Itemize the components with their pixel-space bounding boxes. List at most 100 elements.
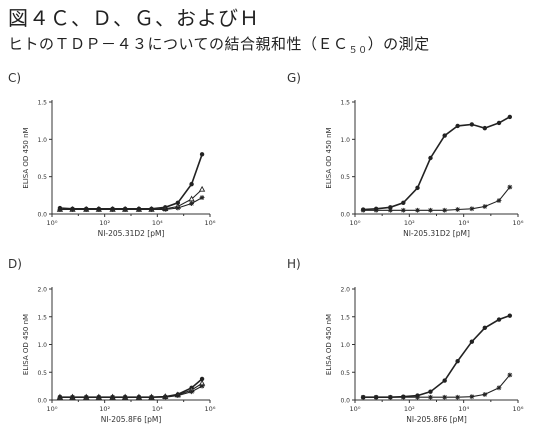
x-tick-label: 10⁰ (47, 219, 58, 227)
x-tick-label: 10⁴ (152, 405, 163, 413)
y-axis-label: ELISA OD 450 nM (22, 127, 30, 188)
y-tick-label: 0.5 (37, 174, 47, 181)
series-line (363, 187, 510, 210)
data-point-star (58, 207, 63, 212)
y-tick-label: 0.0 (37, 398, 47, 405)
panel-label: G) (287, 71, 301, 85)
data-point-star (189, 389, 194, 394)
data-point-star (497, 385, 502, 390)
data-point-star (442, 208, 447, 213)
panel-label: C) (8, 71, 21, 85)
data-point-star (361, 208, 366, 213)
x-tick-label: 10² (404, 405, 415, 413)
x-tick-label: 10⁰ (350, 405, 361, 413)
series-line (363, 117, 510, 210)
panel-label: H) (287, 257, 301, 271)
series-triangle (58, 187, 205, 212)
data-point-star (70, 207, 75, 212)
series-line (363, 316, 510, 398)
data-point-star (415, 208, 420, 213)
data-point-circle (497, 121, 501, 125)
data-point-star (507, 373, 512, 378)
data-point-star (84, 207, 89, 212)
data-point-star (428, 395, 433, 400)
series-circle (361, 313, 512, 399)
y-tick-label: 1.5 (37, 314, 47, 321)
data-point-star (96, 395, 101, 400)
data-point-star (469, 394, 474, 399)
data-point-star (175, 393, 180, 398)
x-axis-label: NI-205.31D2 [pM] (403, 229, 470, 238)
y-axis-label: ELISA OD 450 nM (325, 314, 333, 375)
data-point-circle (508, 313, 512, 317)
data-point-triangle (200, 187, 205, 191)
data-point-star (415, 395, 420, 400)
y-tick-label: 1.0 (340, 342, 350, 349)
data-point-star (374, 395, 379, 400)
x-tick-label: 10⁶ (513, 405, 524, 413)
data-point-star (200, 384, 205, 389)
y-tick-label: 1.0 (37, 342, 47, 349)
x-tick-label: 10⁰ (47, 405, 58, 413)
data-point-star (507, 185, 512, 190)
data-point-star (442, 395, 447, 400)
data-point-star (110, 395, 115, 400)
data-point-circle (508, 115, 512, 119)
data-point-circle (470, 122, 474, 126)
data-point-star (58, 395, 63, 400)
data-point-circle (200, 152, 204, 156)
data-point-star (137, 395, 142, 400)
x-tick-label: 10⁴ (458, 405, 469, 413)
series-line (60, 154, 202, 209)
y-tick-label: 1.0 (37, 137, 47, 144)
data-point-circle (428, 389, 432, 393)
data-point-star (175, 206, 180, 211)
data-point-circle (442, 133, 446, 137)
x-tick-label: 10⁴ (458, 219, 469, 227)
data-point-star (123, 207, 128, 212)
x-axis-label: NI-205.8F6 [pM] (101, 415, 162, 424)
data-point-circle (455, 359, 459, 363)
series-line (60, 386, 202, 397)
data-point-star (388, 395, 393, 400)
chart-panel-c: C)0.00.51.01.510⁰10²10⁴10⁶NI-205.31D2 [p… (8, 71, 216, 238)
y-tick-label: 0.5 (37, 370, 47, 377)
x-tick-label: 10⁴ (152, 219, 163, 227)
y-tick-label: 0.0 (340, 398, 350, 405)
y-tick-label: 0.5 (340, 174, 350, 181)
x-tick-label: 10² (404, 219, 415, 227)
series-circle (58, 152, 205, 211)
data-point-star (388, 208, 393, 213)
data-point-star (428, 208, 433, 213)
data-point-star (189, 201, 194, 206)
x-axis-label: NI-205.8F6 [pM] (406, 415, 467, 424)
y-tick-label: 0.0 (37, 212, 47, 219)
y-tick-label: 1.0 (340, 137, 350, 144)
data-point-circle (401, 201, 405, 205)
x-tick-label: 10⁶ (205, 405, 216, 413)
data-point-star (361, 395, 366, 400)
series-triangle (58, 381, 205, 399)
data-point-star (455, 207, 460, 212)
chart-panel-d: D)0.00.51.01.52.010⁰10²10⁴10⁶NI-205.8F6 … (8, 257, 216, 424)
series-circle (58, 377, 205, 400)
data-point-circle (455, 124, 459, 128)
data-point-star (123, 395, 128, 400)
data-point-star (455, 395, 460, 400)
data-point-circle (497, 317, 501, 321)
data-point-star (149, 395, 154, 400)
panel-label: D) (8, 257, 22, 271)
data-point-star (482, 392, 487, 397)
data-point-circle (483, 126, 487, 130)
data-point-circle (428, 156, 432, 160)
data-point-star (374, 208, 379, 213)
data-point-circle (442, 378, 446, 382)
data-point-star (401, 395, 406, 400)
y-axis-label: ELISA OD 450 nM (22, 314, 30, 375)
data-point-star (110, 207, 115, 212)
data-point-circle (189, 182, 193, 186)
data-point-star (163, 207, 168, 212)
y-tick-label: 1.5 (340, 314, 350, 321)
data-point-star (84, 395, 89, 400)
